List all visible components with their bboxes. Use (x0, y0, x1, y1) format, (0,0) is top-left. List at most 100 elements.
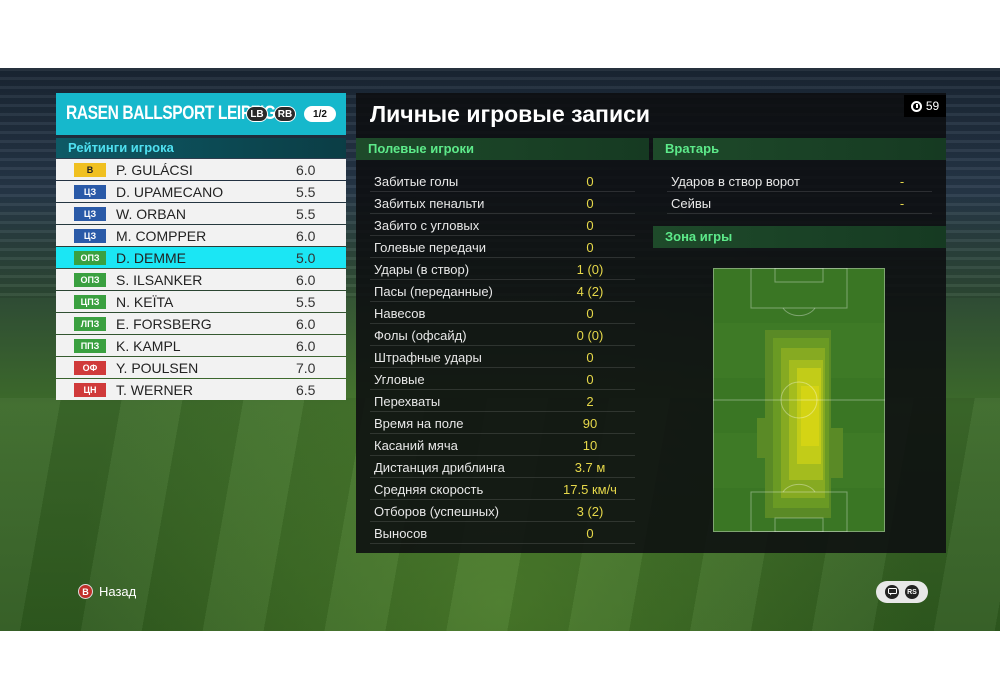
player-rating: 6.5 (296, 381, 316, 398)
stat-row: Забито с угловых 0 (370, 215, 635, 236)
position-badge: ЦН (74, 382, 106, 397)
stat-label: Фолы (офсайд) (374, 327, 467, 343)
stat-row: Голевые передачи 0 (370, 237, 635, 258)
stat-label: Забито с угловых (374, 217, 480, 233)
game-screen: RASEN BALLSPORT LEIPZIG LB RB 1/2 Рейтин… (0, 68, 1000, 631)
stat-value: 0 (586, 305, 594, 321)
stat-row: Штрафные удары 0 (370, 347, 635, 368)
clock-icon (910, 100, 922, 112)
stats-panel: Личные игровые записи 59 Полевые игроки … (356, 93, 946, 553)
stat-row: Перехваты 2 (370, 391, 635, 412)
stat-label: Голевые передачи (374, 239, 487, 255)
player-row[interactable]: ЦЗ D. UPAMECANO 5.5 (56, 181, 346, 202)
player-rating: 6.0 (296, 227, 316, 244)
stat-label: Отборов (успешных) (374, 503, 499, 519)
player-name: Y. POULSEN (116, 359, 199, 376)
player-rating: 5.5 (296, 293, 316, 310)
player-list: В P. GULÁCSI 6.0 ЦЗ D. UPAMECANO 5.5 ЦЗ W. ORBA… (56, 159, 346, 401)
player-name: K. KAMPL (116, 337, 181, 354)
goalkeeper-header: Вратарь (653, 138, 946, 160)
stat-label: Пасы (переданные) (374, 283, 493, 299)
position-badge: ЛПЗ (74, 316, 106, 331)
player-name: S. ILSANKER (116, 271, 203, 288)
stat-row: Дистанция дриблинга 3.7 м (370, 457, 635, 478)
stat-label: Касаний мяча (374, 437, 458, 453)
bottom-right-controls[interactable]: RS (876, 581, 928, 603)
timer-value: 59 (925, 99, 940, 113)
chat-icon[interactable] (885, 585, 899, 599)
stat-label: Угловые (374, 371, 425, 387)
stat-row: Удары (в створ) 1 (0) (370, 259, 635, 280)
gk-stat-value: - (899, 173, 905, 189)
player-row[interactable]: ОПЗ S. ILSANKER 6.0 (56, 269, 346, 290)
stat-label: Штрафные удары (374, 349, 482, 365)
stat-value: 0 (586, 371, 594, 387)
field-stats-table: Забитые голы 0 Забитых пенальти 0 Забито с у… (370, 171, 635, 545)
team-name: RASEN BALLSPORT LEIPZIG (66, 103, 276, 124)
player-row[interactable]: ППЗ K. KAMPL 6.0 (56, 335, 346, 356)
stat-row: Навесов 0 (370, 303, 635, 324)
stat-label: Навесов (374, 305, 426, 321)
stat-row: Средняя скорость 17.5 км/ч (370, 479, 635, 500)
rs-icon[interactable]: RS (905, 585, 919, 599)
player-row[interactable]: ЦН T. WERNER 6.5 (56, 379, 346, 400)
lb-button[interactable]: LB (246, 106, 268, 122)
player-row[interactable]: ЦЗ W. ORBAN 5.5 (56, 203, 346, 224)
stat-label: Перехваты (374, 393, 441, 409)
stat-value: 0 (586, 173, 594, 189)
player-name: D. DEMME (116, 249, 186, 266)
player-row[interactable]: ЛПЗ E. FORSBERG 6.0 (56, 313, 346, 334)
stat-value: 90 (582, 415, 598, 431)
stat-value: 3.7 м (574, 459, 606, 475)
stat-value: 0 (586, 217, 594, 233)
stat-row: Касаний мяча 10 (370, 435, 635, 456)
stat-value: 0 (586, 349, 594, 365)
position-badge: ЦЗ (74, 228, 106, 243)
stat-row: Фолы (офсайд) 0 (0) (370, 325, 635, 346)
stat-row: Угловые 0 (370, 369, 635, 390)
timer: 59 (904, 95, 946, 117)
stat-value: 4 (2) (576, 283, 604, 299)
position-badge: ЦПЗ (74, 294, 106, 309)
page-title: Личные игровые записи (370, 101, 651, 127)
stat-row: Пасы (переданные) 4 (2) (370, 281, 635, 302)
team-header: RASEN BALLSPORT LEIPZIG LB RB 1/2 (56, 93, 346, 135)
player-row[interactable]: В P. GULÁCSI 6.0 (56, 159, 346, 180)
position-badge: В (74, 162, 106, 177)
page-indicator: 1/2 (304, 106, 336, 122)
stat-value: 0 (586, 195, 594, 211)
stat-label: Средняя скорость (374, 481, 484, 497)
stat-label: Забитые голы (374, 173, 459, 189)
rb-button[interactable]: RB (274, 106, 296, 122)
stat-value: 0 (586, 525, 594, 541)
stat-value: 2 (586, 393, 594, 409)
player-rating: 5.0 (296, 249, 316, 266)
player-rating: 7.0 (296, 359, 316, 376)
player-rating: 6.0 (296, 271, 316, 288)
player-name: E. FORSBERG (116, 315, 212, 332)
player-name: T. WERNER (116, 381, 193, 398)
player-name: P. GULÁCSI (116, 161, 193, 178)
back-button[interactable]: B Назад (78, 584, 136, 599)
back-label: Назад (99, 584, 137, 599)
stat-label: Удары (в створ) (374, 261, 470, 277)
player-row[interactable]: ОПЗ D. DEMME 5.0 (56, 247, 346, 268)
player-name: N. KEÏTA (116, 293, 174, 310)
position-badge: ЦЗ (74, 184, 106, 199)
gk-stat-value: - (899, 195, 905, 211)
player-rating: 5.5 (296, 205, 316, 222)
stat-row: Забитых пенальти 0 (370, 193, 635, 214)
position-badge: ОПЗ (74, 272, 106, 287)
player-rating: 6.0 (296, 337, 316, 354)
heatmap-graphic (713, 268, 885, 532)
stat-row: Отборов (успешных) 3 (2) (370, 501, 635, 522)
player-row[interactable]: ЦЗ M. COMPPER 6.0 (56, 225, 346, 246)
player-row[interactable]: ЦПЗ N. KEÏTA 5.5 (56, 291, 346, 312)
stat-value: 3 (2) (576, 503, 604, 519)
stat-row: Время на поле 90 (370, 413, 635, 434)
player-name: D. UPAMECANO (116, 183, 224, 200)
stat-value: 0 (586, 239, 594, 255)
gk-stat-label: Ударов в створ ворот (671, 173, 800, 189)
player-row[interactable]: ОФ Y. POULSEN 7.0 (56, 357, 346, 378)
b-key-icon: B (78, 584, 93, 599)
